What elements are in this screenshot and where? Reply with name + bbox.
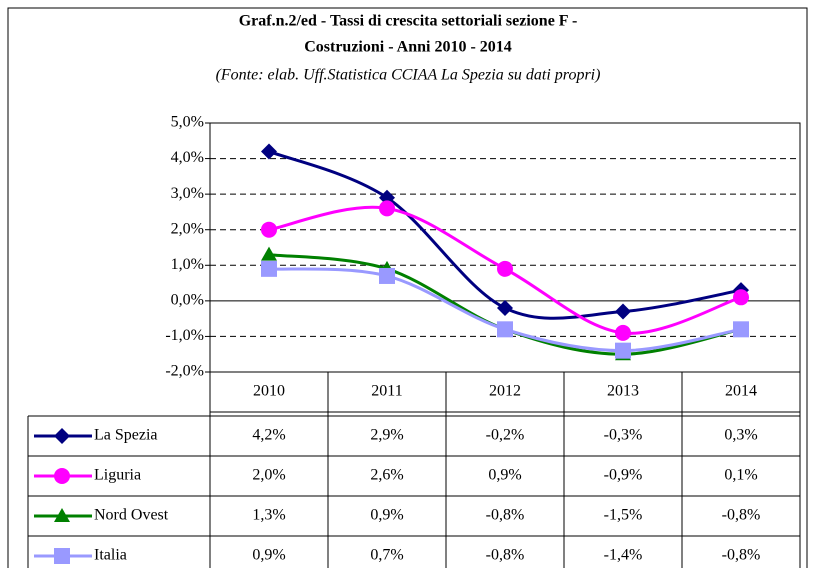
x-tick-label: 2014: [725, 383, 757, 400]
table-value: -0,8%: [486, 547, 525, 564]
table-value: -0,3%: [604, 427, 643, 444]
table-value: 2,9%: [370, 427, 403, 444]
marker: [733, 321, 749, 338]
table-value: 0,7%: [370, 547, 403, 564]
table-value: 0,1%: [724, 467, 757, 484]
x-tick-label: 2012: [489, 383, 521, 400]
y-tick-label: -1,0%: [165, 327, 204, 344]
y-tick-label: 1,0%: [171, 256, 204, 273]
marker: [379, 267, 395, 284]
marker: [54, 468, 70, 484]
marker: [54, 508, 70, 522]
y-tick-label: 3,0%: [171, 185, 204, 202]
chart-title: Graf.n.2/ed - Tassi di crescita settoria…: [239, 13, 578, 30]
chart-title: Costruzioni - Anni 2010 - 2014: [304, 39, 512, 56]
table-value: 0,3%: [724, 427, 757, 444]
table-value: -0,8%: [486, 507, 525, 524]
y-tick-label: 5,0%: [171, 114, 204, 131]
marker: [615, 342, 631, 359]
table-value: 0,9%: [370, 507, 403, 524]
marker: [261, 260, 277, 277]
table-value: 2,0%: [252, 467, 285, 484]
table-value: -1,4%: [604, 547, 643, 564]
legend-label: Italia: [94, 547, 127, 564]
marker: [261, 246, 277, 261]
table-value: 2,6%: [370, 467, 403, 484]
marker: [615, 324, 631, 341]
y-tick-label: 2,0%: [171, 220, 204, 237]
table-value: 0,9%: [252, 547, 285, 564]
table-value: -0,9%: [604, 467, 643, 484]
marker: [497, 260, 513, 277]
x-tick-label: 2011: [371, 383, 402, 400]
marker: [54, 548, 70, 564]
table-value: 0,9%: [488, 467, 521, 484]
marker: [733, 289, 749, 306]
marker: [615, 303, 631, 320]
table-value: -0,2%: [486, 427, 525, 444]
x-tick-label: 2013: [607, 383, 639, 400]
table-value: -0,8%: [722, 507, 761, 524]
x-tick-label: 2010: [253, 383, 285, 400]
marker: [497, 321, 513, 338]
marker: [497, 299, 513, 316]
marker: [261, 143, 277, 160]
marker: [379, 200, 395, 217]
marker: [54, 428, 70, 444]
table-value: 4,2%: [252, 427, 285, 444]
table-value: -0,8%: [722, 547, 761, 564]
legend-label: La Spezia: [94, 427, 158, 444]
legend-label: Nord Ovest: [94, 507, 169, 524]
table-value: -1,5%: [604, 507, 643, 524]
y-tick-label: 0,0%: [171, 292, 204, 309]
table-value: 1,3%: [252, 507, 285, 524]
y-tick-label: 4,0%: [171, 149, 204, 166]
legend-label: Liguria: [94, 467, 141, 484]
marker: [261, 221, 277, 238]
y-tick-label: -2,0%: [165, 363, 204, 380]
chart-subtitle: (Fonte: elab. Uff.Statistica CCIAA La Sp…: [216, 67, 601, 84]
